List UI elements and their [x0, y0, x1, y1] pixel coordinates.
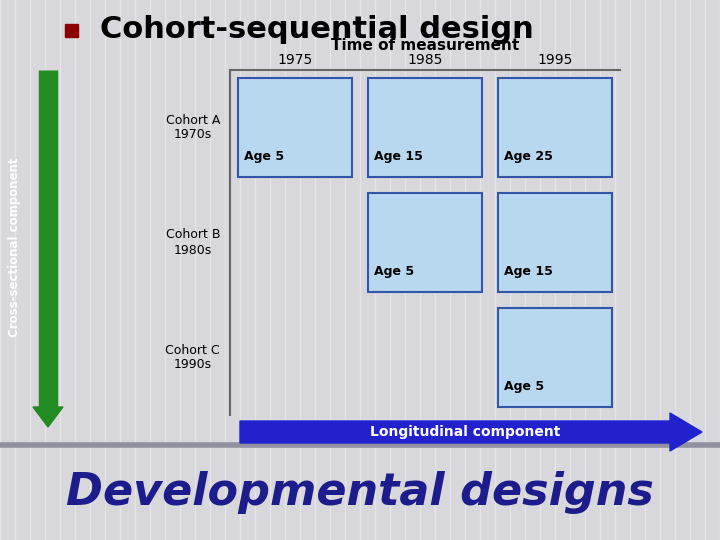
Text: Age 15: Age 15	[504, 265, 553, 278]
Text: Cohort-sequential design: Cohort-sequential design	[100, 16, 534, 44]
FancyBboxPatch shape	[368, 78, 482, 177]
Text: Longitudinal component: Longitudinal component	[370, 425, 560, 439]
Text: Age 5: Age 5	[244, 150, 284, 163]
Text: Cohort B
1980s: Cohort B 1980s	[166, 228, 220, 256]
Text: Developmental designs: Developmental designs	[66, 470, 654, 514]
Text: 1995: 1995	[537, 53, 572, 67]
Text: 1975: 1975	[277, 53, 312, 67]
Text: Cross-sectional component: Cross-sectional component	[9, 158, 22, 338]
Text: Age 5: Age 5	[374, 265, 414, 278]
FancyBboxPatch shape	[368, 193, 482, 292]
Text: Cohort A
1970s: Cohort A 1970s	[166, 113, 220, 141]
Text: Time of measurement: Time of measurement	[331, 37, 519, 52]
Text: Age 15: Age 15	[374, 150, 423, 163]
Text: Age 5: Age 5	[504, 380, 544, 393]
Polygon shape	[33, 407, 63, 427]
FancyBboxPatch shape	[498, 78, 612, 177]
FancyBboxPatch shape	[498, 193, 612, 292]
Bar	[65, 24, 78, 37]
FancyArrow shape	[240, 413, 702, 451]
Text: Age 25: Age 25	[504, 150, 553, 163]
Text: 1985: 1985	[408, 53, 443, 67]
FancyBboxPatch shape	[498, 308, 612, 407]
FancyBboxPatch shape	[238, 78, 352, 177]
Text: Cohort C
1990s: Cohort C 1990s	[166, 343, 220, 372]
